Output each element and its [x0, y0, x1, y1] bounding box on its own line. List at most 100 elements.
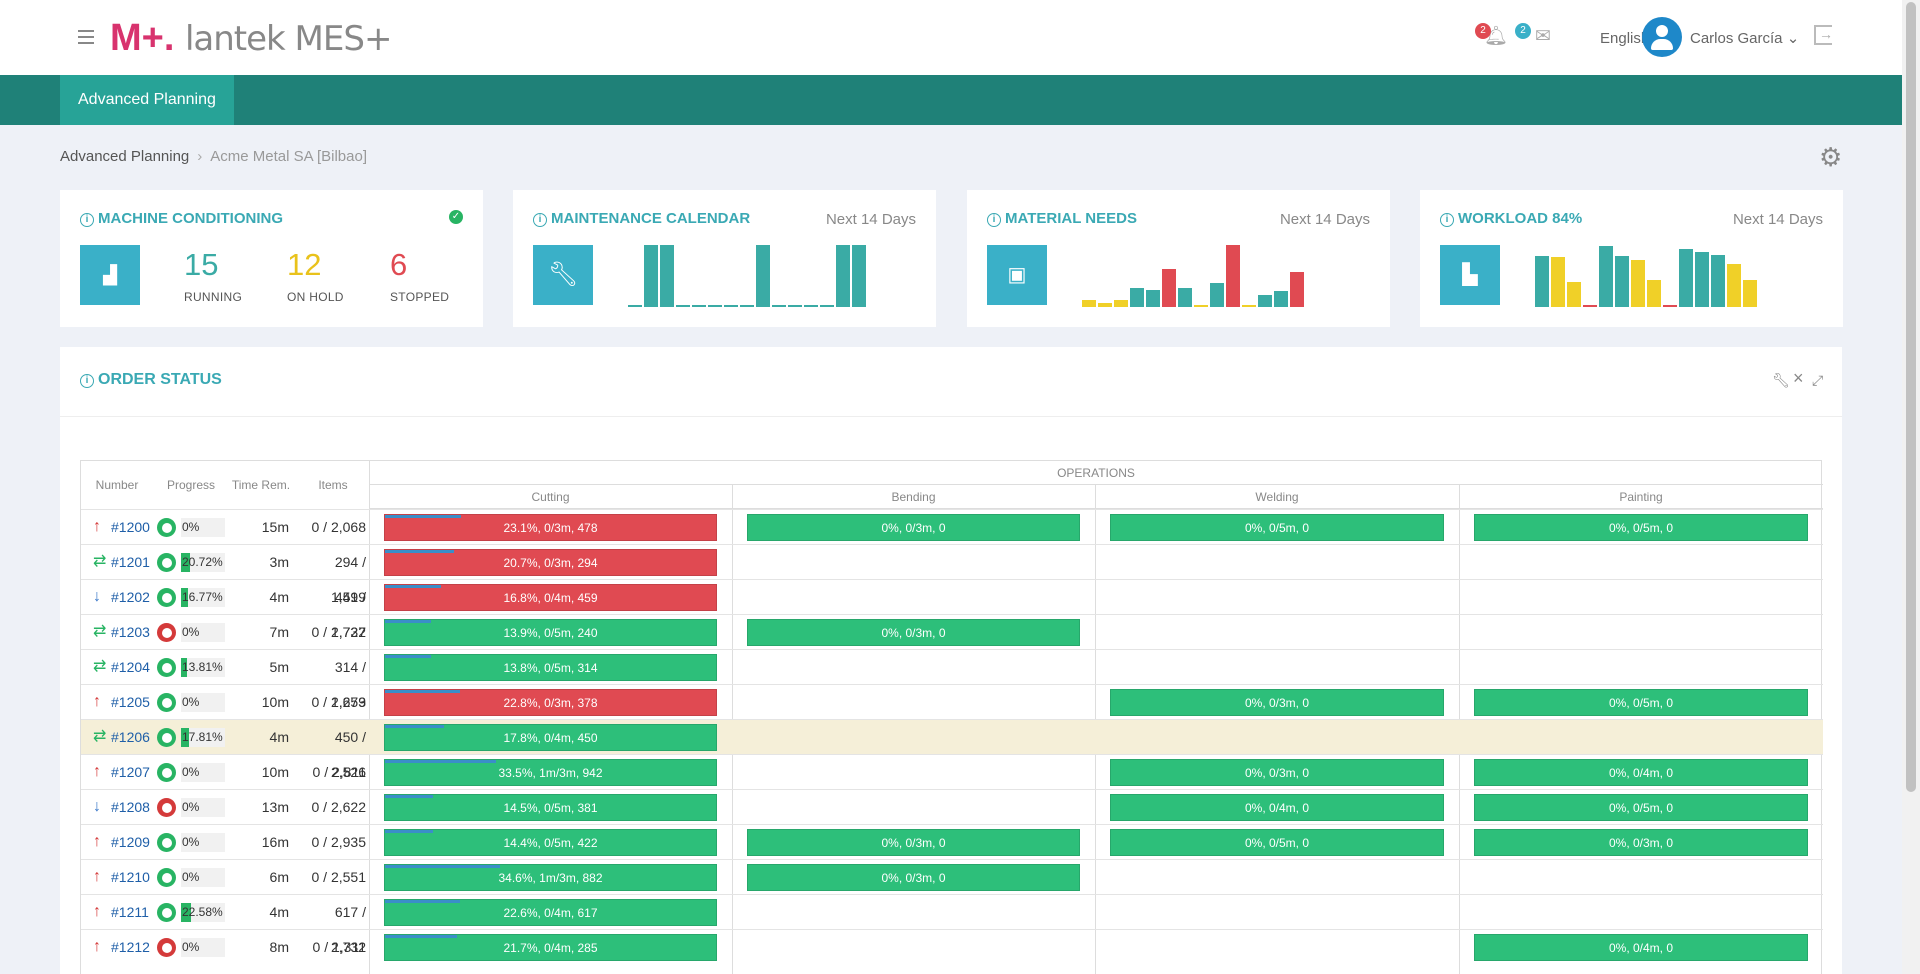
priority-up-icon: ↑	[93, 518, 101, 535]
table-row[interactable]: ↑ #1200 0% 15m 0 / 2,068 23.1%, 0/3m, 478 0%, …	[81, 509, 1823, 544]
order-number[interactable]: #1202	[111, 589, 150, 605]
avatar[interactable]	[1642, 17, 1682, 57]
operation-bar[interactable]: 21.7%, 0/4m, 285	[384, 934, 717, 961]
order-number[interactable]: #1208	[111, 799, 150, 815]
order-number[interactable]: #1209	[111, 834, 150, 850]
operation-bar[interactable]: 13.9%, 0/5m, 240	[384, 619, 717, 646]
operation-bar[interactable]: 0%, 0/3m, 0	[747, 619, 1080, 646]
col-op-0[interactable]: Cutting	[531, 490, 570, 504]
items-count: 0 / 2,551	[311, 869, 367, 885]
operation-bar[interactable]: 14.4%, 0/5m, 422	[384, 829, 717, 856]
operation-bar[interactable]: 0%, 0/3m, 0	[747, 864, 1080, 891]
user-menu[interactable]: Carlos García ⌄	[1690, 30, 1800, 47]
breadcrumb-root[interactable]: Advanced Planning	[60, 148, 190, 165]
table-row[interactable]: ↓ #1208 0% 13m 0 / 2,622 14.5%, 0/5m, 381 0%, …	[81, 789, 1823, 824]
order-number[interactable]: #1211	[111, 904, 149, 920]
wrench-icon[interactable]: 🔧︎	[1772, 372, 1790, 388]
items-count: 0 / 2,622	[311, 799, 367, 815]
table-row[interactable]: ↑ #1212 0% 8m 0 / 1,311 21.7%, 0/4m, 285 0%, 0…	[81, 929, 1823, 964]
order-number[interactable]: #1200	[111, 519, 150, 535]
top-header: M+. lantek MES+ 🔔︎ 2 ✉︎ 2 English ⌄ Carl…	[0, 0, 1902, 75]
operation-bar[interactable]: 22.6%, 0/4m, 617	[384, 899, 717, 926]
progress-bar: 22.58%	[181, 903, 225, 922]
operation-bar[interactable]: 0%, 0/5m, 0	[1474, 689, 1808, 716]
col-op-3[interactable]: Painting	[1619, 490, 1663, 504]
table-row[interactable]: ↑ #1211 22.58% 4m 617 / 2,732 22.6%, 0/4m, 61…	[81, 894, 1823, 955]
operation-bar[interactable]: 0%, 0/4m, 0	[1474, 759, 1808, 786]
table-row[interactable]: ↑ #1205 0% 10m 0 / 1,659 22.8%, 0/3m, 378 0%, …	[81, 684, 1823, 719]
minichart-bar	[1146, 289, 1160, 307]
operation-bar[interactable]: 13.8%, 0/5m, 314	[384, 654, 717, 681]
breadcrumb-current: Acme Metal SA [Bilbao]	[210, 148, 368, 165]
info-icon: i	[987, 213, 1001, 227]
table-row[interactable]: ↑ #1207 0% 10m 0 / 2,811 33.5%, 1m/3m, 942 0%,…	[81, 754, 1823, 789]
page-scrollbar[interactable]	[1902, 0, 1920, 974]
mail-icon[interactable]: ✉︎	[1535, 26, 1551, 47]
order-number[interactable]: #1201	[111, 554, 150, 570]
operation-bar[interactable]: 33.5%, 1m/3m, 942	[384, 759, 717, 786]
wrench-icon: 🔧︎	[533, 245, 593, 305]
order-number[interactable]: #1212	[111, 939, 150, 955]
scrollbar-thumb[interactable]	[1906, 2, 1916, 792]
items-count: 294 / 1,419	[330, 554, 366, 605]
operation-bar[interactable]: 0%, 0/3m, 0	[747, 514, 1080, 541]
minichart-bar	[692, 305, 706, 307]
tab-advanced-planning[interactable]: Advanced Planning	[60, 75, 234, 125]
logout-icon[interactable]	[1814, 25, 1833, 45]
operation-bar[interactable]: 17.8%, 0/4m, 450	[384, 724, 717, 751]
card-title: MAINTENANCE CALENDAR	[551, 210, 751, 227]
operation-bar[interactable]: 0%, 0/5m, 0	[1474, 794, 1808, 821]
minichart-bar	[1226, 245, 1240, 307]
app-logo[interactable]: M+. lantek MES+	[110, 17, 392, 59]
priority-lr-icon: ⇄	[93, 728, 107, 745]
card-material-needs: i MATERIAL NEEDS Next 14 Days ▣	[967, 190, 1390, 327]
operation-bar[interactable]: 0%, 0/4m, 0	[1474, 934, 1808, 961]
table-row[interactable]: ↑ #1210 0% 6m 0 / 2,551 34.6%, 1m/3m, 882 0%, …	[81, 859, 1823, 894]
operation-bar[interactable]: 0%, 0/5m, 0	[1110, 829, 1444, 856]
operation-bar[interactable]: 0%, 0/3m, 0	[747, 829, 1080, 856]
table-row[interactable]: ⇄ #1204 13.81% 5m 314 / 2,273 13.8%, 0/5m, 31…	[81, 649, 1823, 710]
minichart	[608, 245, 866, 307]
col-progress[interactable]: Progress	[166, 478, 216, 492]
operation-bar[interactable]: 0%, 0/5m, 0	[1110, 514, 1444, 541]
col-number[interactable]: Number	[95, 478, 139, 492]
order-number[interactable]: #1207	[111, 764, 150, 780]
operation-bar[interactable]: 16.8%, 0/4m, 459	[384, 584, 717, 611]
operation-bar[interactable]: 23.1%, 0/3m, 478	[384, 514, 717, 541]
operation-bar[interactable]: 0%, 0/3m, 0	[1110, 689, 1444, 716]
priority-lr-icon: ⇄	[93, 658, 107, 675]
card-workload: i WORKLOAD 84% Next 14 Days ▙	[1420, 190, 1843, 327]
table-row[interactable]: ⇄ #1203 0% 7m 0 / 1,722 13.9%, 0/5m, 240 0%, 0…	[81, 614, 1823, 649]
priority-down-icon: ↓	[93, 798, 101, 815]
order-number[interactable]: #1205	[111, 694, 150, 710]
menu-icon[interactable]	[78, 30, 94, 44]
col-time-rem[interactable]: Time Rem.	[231, 478, 291, 492]
close-icon[interactable]: ×	[1793, 368, 1804, 388]
operation-bar[interactable]: 0%, 0/4m, 0	[1110, 794, 1444, 821]
col-op-2[interactable]: Welding	[1255, 490, 1299, 504]
progress-bar: 0%	[181, 763, 225, 782]
operation-bar[interactable]: 34.6%, 1m/3m, 882	[384, 864, 717, 891]
table-row[interactable]: ⇄ #1206 17.81% 4m 450 / 2,526 17.8%, 0/4m, 45…	[81, 719, 1823, 780]
operation-bar[interactable]: 0%, 0/3m, 0	[1474, 829, 1808, 856]
gear-icon[interactable]: ⚙	[1819, 142, 1843, 172]
operation-bar[interactable]: 0%, 0/3m, 0	[1110, 759, 1444, 786]
col-op-1[interactable]: Bending	[891, 490, 936, 504]
table-row[interactable]: ⇄ #1201 20.72% 3m 294 / 1,419 20.7%, 0/3m, 29…	[81, 544, 1823, 605]
items-count: 0 / 2,811	[312, 764, 366, 780]
col-items[interactable]: Items	[318, 478, 348, 492]
table-row[interactable]: ↓ #1202 16.77% 4m 459 / 2,737 16.8%, 0/4m, 45…	[81, 579, 1823, 640]
operation-bar[interactable]: 14.5%, 0/5m, 381	[384, 794, 717, 821]
order-number[interactable]: #1206	[111, 729, 150, 745]
minichart-bar	[1274, 290, 1288, 307]
order-number[interactable]: #1204	[111, 659, 150, 675]
operation-bar[interactable]: 0%, 0/5m, 0	[1474, 514, 1808, 541]
progress-bar: 20.72%	[181, 553, 225, 572]
operation-bar[interactable]: 20.7%, 0/3m, 294	[384, 549, 717, 576]
minichart-bar	[1743, 279, 1757, 307]
expand-icon[interactable]: ⤢	[1812, 372, 1824, 388]
order-number[interactable]: #1210	[111, 869, 150, 885]
operation-bar[interactable]: 22.8%, 0/3m, 378	[384, 689, 717, 716]
order-number[interactable]: #1203	[111, 624, 150, 640]
table-row[interactable]: ↑ #1209 0% 16m 0 / 2,935 14.4%, 0/5m, 422 0%, …	[81, 824, 1823, 859]
